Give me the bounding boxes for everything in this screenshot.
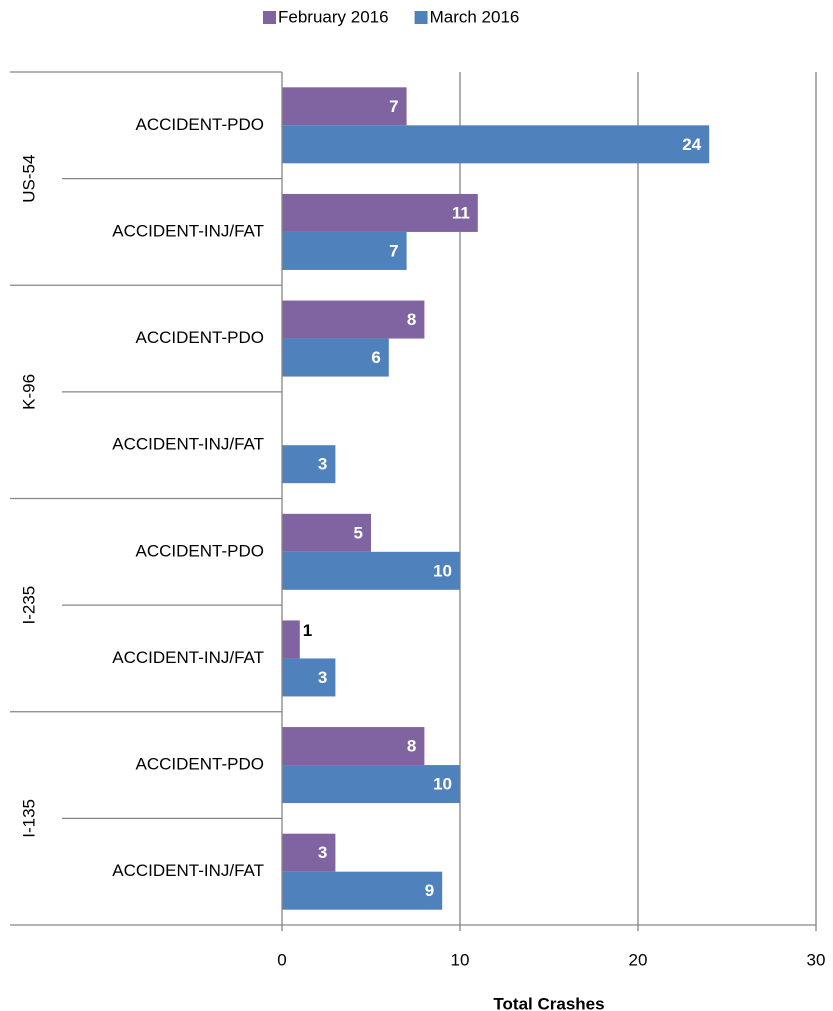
- bar: [282, 231, 407, 270]
- x-tick-label: 10: [451, 950, 470, 969]
- bar: [282, 300, 425, 339]
- bar: [282, 87, 407, 126]
- category-label: ACCIDENT-PDO: [136, 755, 264, 774]
- category-label: ACCIDENT-INJ/FAT: [112, 648, 264, 667]
- legend-label: February 2016: [278, 7, 389, 26]
- group-label: I-235: [19, 586, 38, 625]
- x-tick-label: 30: [807, 950, 826, 969]
- bar: [282, 338, 389, 377]
- x-tick-label: 0: [277, 950, 286, 969]
- x-axis-title: Total Crashes: [493, 994, 604, 1011]
- data-label: 10: [433, 561, 452, 580]
- bar: [282, 833, 336, 872]
- data-label: 3: [318, 455, 327, 474]
- data-label: 8: [407, 737, 416, 756]
- legend-swatch: [263, 11, 276, 24]
- data-label: 3: [318, 843, 327, 862]
- category-label: ACCIDENT-INJ/FAT: [112, 435, 264, 454]
- category-label: ACCIDENT-PDO: [136, 328, 264, 347]
- bar: [282, 871, 443, 910]
- group-label: I-135: [19, 799, 38, 838]
- category-label: ACCIDENT-INJ/FAT: [112, 221, 264, 240]
- bar: [282, 727, 425, 766]
- bar: [282, 658, 336, 697]
- data-label: 9: [425, 881, 434, 900]
- category-label: ACCIDENT-INJ/FAT: [112, 861, 264, 880]
- bar: [282, 193, 478, 232]
- data-label: 7: [389, 241, 398, 260]
- bar: [282, 125, 710, 164]
- data-label: 3: [318, 668, 327, 687]
- data-label: 5: [354, 523, 363, 542]
- category-label: ACCIDENT-PDO: [136, 541, 264, 560]
- data-label: 7: [389, 97, 398, 116]
- group-label: US-54: [19, 155, 38, 203]
- bar: [282, 551, 460, 590]
- data-label: 24: [682, 135, 701, 154]
- data-label: 11: [452, 203, 470, 222]
- bar: [282, 620, 300, 659]
- legend-swatch: [414, 11, 428, 24]
- group-label: K-96: [19, 374, 38, 410]
- bar: [282, 445, 336, 484]
- x-tick-label: 20: [629, 950, 648, 969]
- data-label: 10: [433, 775, 452, 794]
- bar: [282, 765, 460, 804]
- data-label: 6: [371, 348, 380, 367]
- legend-label: March 2016: [430, 7, 520, 26]
- bar: [282, 513, 371, 552]
- data-label: 8: [407, 310, 416, 329]
- category-label: ACCIDENT-PDO: [136, 115, 264, 134]
- data-label: 1: [303, 621, 312, 640]
